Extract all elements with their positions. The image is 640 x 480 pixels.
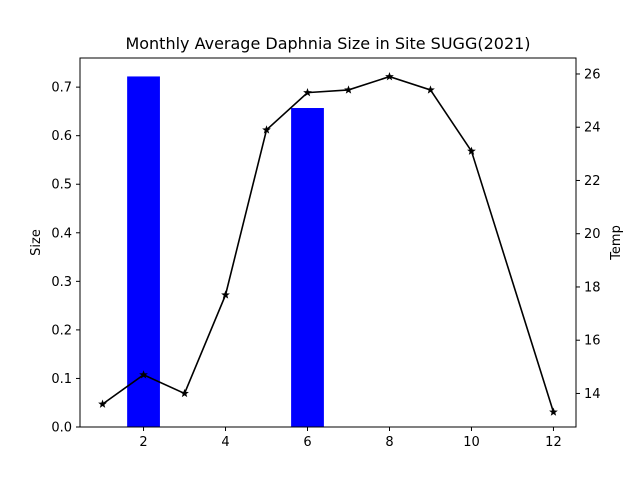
plot-frame	[79, 57, 577, 428]
y-tick-label: 0.3	[51, 275, 72, 290]
x-tick-label: 4	[221, 435, 229, 450]
y2-axis-label: Temp	[609, 225, 624, 261]
temp-point-month-7	[344, 85, 353, 94]
y-tick-label: 0.0	[51, 421, 72, 436]
x-tick-label: 8	[385, 435, 393, 450]
y-tick-label: 0.5	[51, 178, 72, 193]
temp-point-month-3	[180, 388, 189, 398]
temp-point-month-5	[262, 125, 271, 134]
y2-tick-label: 18	[584, 280, 601, 295]
y2-tick-label: 14	[584, 387, 601, 402]
temp-point-month-10	[467, 146, 476, 155]
temp-point-month-6	[303, 88, 312, 97]
temp-point-month-8	[385, 72, 394, 81]
temp-point-month-1	[98, 399, 107, 408]
temp-point-month-9	[426, 85, 435, 94]
y-tick-label: 0.2	[51, 323, 72, 338]
temp-point-month-4	[221, 290, 230, 299]
y-axis-left: 0.0 0.1 0.2 0.3 0.4 0.5 0.6 0.7	[51, 81, 80, 436]
y-tick-label: 0.7	[51, 81, 72, 96]
y2-tick-label: 22	[584, 174, 601, 189]
bar-series	[127, 76, 324, 427]
y-tick-label: 0.4	[51, 226, 72, 241]
y2-tick-label: 26	[584, 67, 601, 82]
temp-point-month-2	[139, 370, 148, 379]
x-tick-label: 2	[139, 435, 147, 450]
y-axis-right: 14 16 18 20 22 24 26	[576, 67, 601, 402]
y2-tick-label: 16	[584, 334, 601, 349]
bar-month-6	[291, 108, 324, 427]
x-tick-label: 10	[463, 435, 480, 450]
temp-line-series	[98, 72, 558, 416]
y-axis-label: Size	[29, 229, 44, 256]
temp-line	[102, 75, 555, 413]
x-tick-label: 6	[303, 435, 311, 450]
y2-tick-label: 24	[584, 121, 601, 136]
y-tick-label: 0.1	[51, 372, 72, 387]
temp-point-month-12	[549, 407, 558, 416]
x-axis: 2 4 6 8 10 12	[139, 427, 562, 450]
chart-title: Monthly Average Daphnia Size in Site SUG…	[125, 34, 530, 53]
y-tick-label: 0.6	[51, 129, 72, 144]
y2-tick-label: 20	[584, 227, 601, 242]
bar-month-2	[127, 76, 160, 427]
x-tick-label: 12	[545, 435, 562, 450]
